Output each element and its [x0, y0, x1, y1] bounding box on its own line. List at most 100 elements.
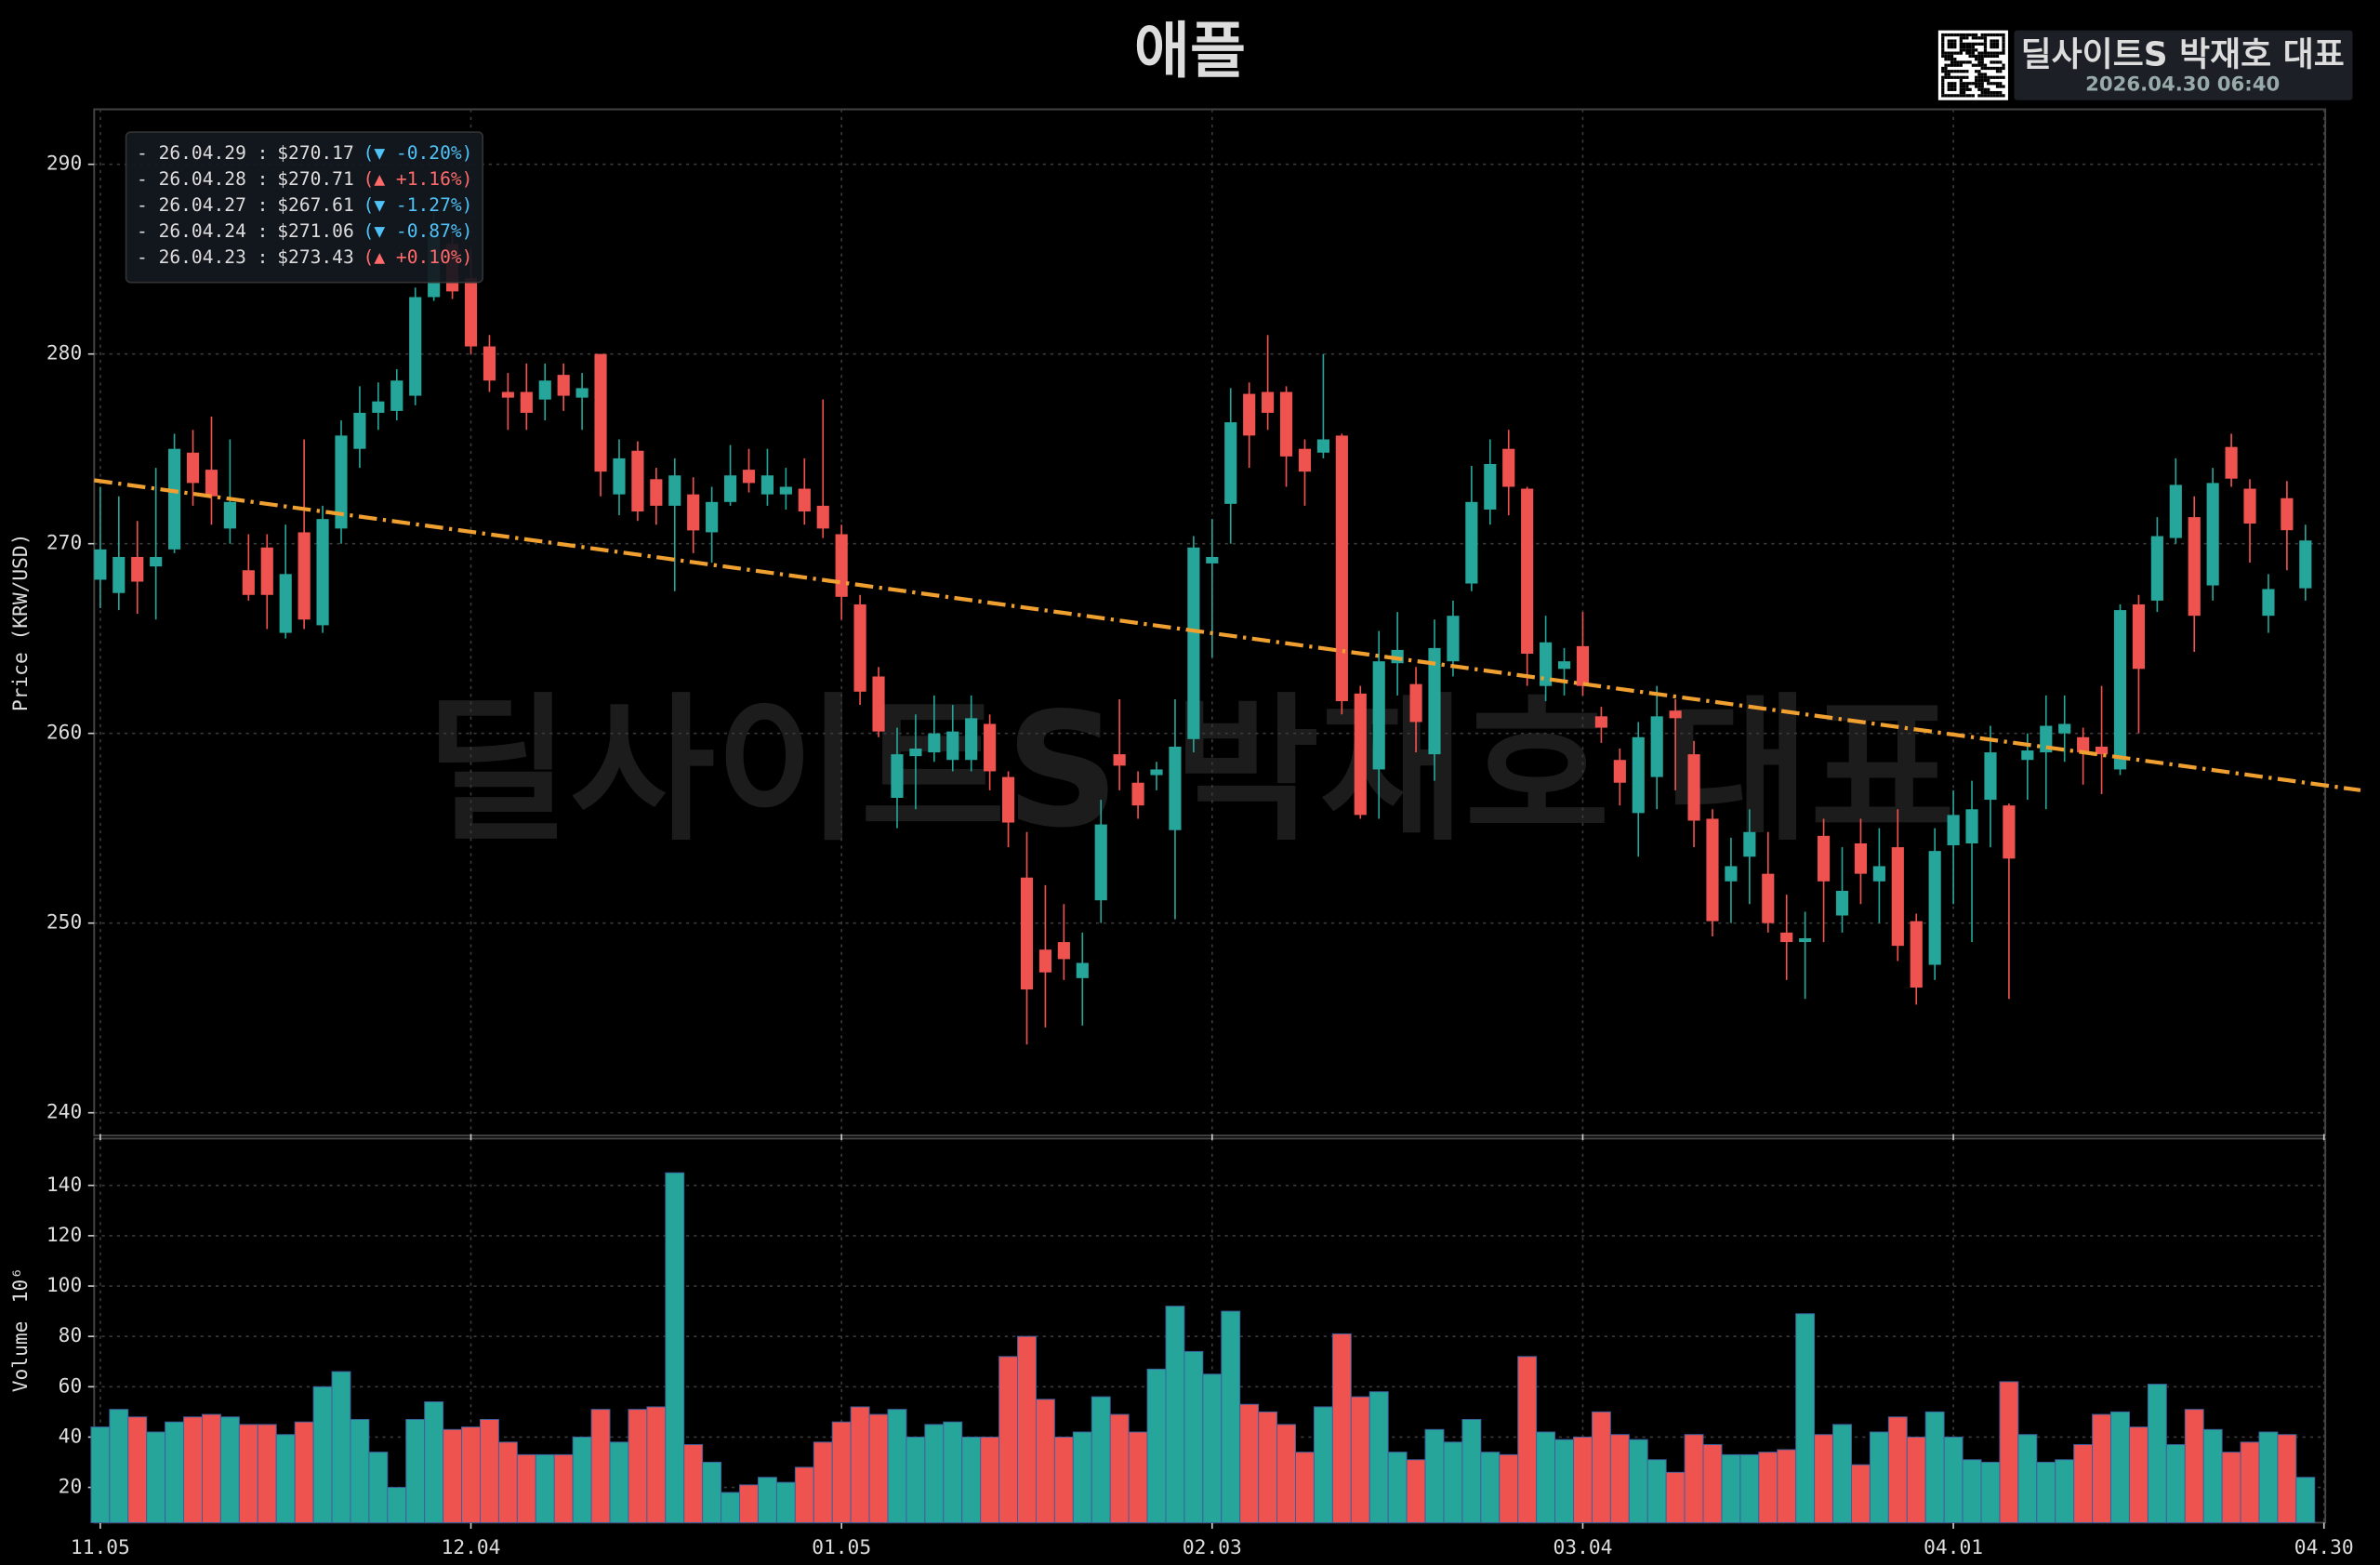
volume-bar [1368, 1391, 1389, 1523]
qr-module [1987, 54, 1990, 59]
qr-module [2002, 33, 2005, 37]
volume-bar [590, 1409, 611, 1523]
qr-module [1941, 90, 1945, 95]
candle-body [1484, 464, 1497, 510]
qr-module [1947, 75, 1950, 79]
qr-module [1975, 70, 1978, 73]
candle-body [409, 297, 422, 396]
legend-change: (▼ -0.87%) [364, 220, 473, 242]
qr-module [1971, 33, 1976, 37]
candle-body [1206, 556, 1219, 564]
chart-title: 애플 [1134, 16, 1246, 86]
legend-close: $271.06 [277, 220, 354, 242]
volume-bar [1258, 1411, 1278, 1523]
qr-module [1953, 87, 1957, 91]
volume-bar [1832, 1424, 1852, 1523]
candle-body [501, 391, 514, 398]
qr-module [1992, 51, 1996, 55]
candle-body [2021, 750, 2034, 761]
qr-module [1990, 66, 1993, 71]
qr-module [2002, 94, 2005, 98]
qr-modules [1941, 33, 2005, 98]
qr-module [1990, 94, 1993, 98]
candle-body [835, 534, 848, 597]
qr-module [1962, 42, 1966, 46]
volume-bar [1165, 1306, 1185, 1523]
candle-body [1613, 760, 1626, 783]
qr-module [1944, 58, 1948, 61]
candle-body [353, 412, 366, 449]
volume-bar [980, 1436, 1000, 1523]
qr-module [1983, 75, 1988, 79]
qr-module [2002, 51, 2005, 55]
qr-module [1950, 94, 1954, 98]
qr-module [1990, 60, 1993, 64]
candle-body [1150, 769, 1163, 776]
qr-module [1983, 90, 1988, 95]
qr-module [1947, 51, 1950, 55]
candle-body [575, 388, 588, 398]
qr-module [1995, 33, 2000, 37]
qr-module [2002, 39, 2005, 43]
qr-module [1992, 82, 1996, 86]
price-panel [93, 108, 2327, 1137]
qr-module [1959, 75, 1963, 79]
volume-bar [868, 1413, 889, 1523]
volume-bar [1980, 1462, 2001, 1523]
volume-bar [387, 1487, 407, 1523]
qr-module [1980, 75, 1984, 79]
volume-bar [757, 1477, 777, 1523]
volume-bar [961, 1436, 982, 1523]
qr-module [1953, 42, 1957, 46]
qr-module [1941, 39, 1945, 43]
candle-body [372, 401, 385, 413]
legend-change: (▲ +0.10%) [364, 246, 473, 268]
candle-body [1928, 851, 1941, 965]
legend-change: (▲ +1.16%) [364, 167, 473, 189]
qr-module [1987, 75, 1990, 79]
legend-entry: - 26.04.24 : $271.06 (▼ -0.87%) [137, 220, 472, 242]
volume-bar [1053, 1436, 1074, 1523]
legend-entry: - 26.04.28 : $270.71 (▲ +1.16%) [137, 167, 472, 189]
qr-module [1971, 48, 1976, 52]
candle-body [2188, 517, 2201, 617]
candle-body [1057, 942, 1070, 960]
volume-bar [1962, 1459, 1982, 1523]
brand-box [2014, 30, 2353, 100]
volume-bar [1554, 1439, 1574, 1523]
candle-body [2225, 446, 2238, 479]
candle-body [2281, 497, 2294, 531]
qr-module [1950, 60, 1954, 64]
qr-module [1995, 51, 2000, 55]
qr-module [2002, 45, 2005, 49]
qr-module [1944, 73, 1948, 76]
volume-bar [405, 1418, 426, 1523]
qr-module [1987, 90, 1990, 95]
qr-module [1941, 54, 1945, 59]
qr-module [1980, 42, 1984, 46]
legend-date: - 26.04.28 : [137, 167, 268, 189]
y-tick-label: 140 [46, 1174, 82, 1197]
candle-body [1780, 932, 1793, 943]
qr-module [1980, 54, 1984, 59]
qr-module [1953, 39, 1957, 43]
volume-bar [461, 1426, 481, 1523]
volume-bar [572, 1436, 592, 1523]
qr-module [1992, 39, 1996, 43]
volume-bar [1869, 1431, 1889, 1523]
qr-module [1944, 66, 1948, 71]
qr-module [1971, 94, 1976, 98]
candle-body [1594, 716, 1607, 728]
qr-module [1980, 94, 1984, 98]
brand: 딜사이트S 박재호 대표 [2021, 35, 2345, 73]
volume-bar [924, 1424, 945, 1523]
candle-body [1262, 391, 1275, 413]
x-tick-label: 01.05 [812, 1536, 871, 1559]
candle-body [891, 754, 904, 799]
qr-module [1977, 63, 1981, 67]
qr-module [1965, 75, 1969, 79]
volume-bar [202, 1413, 221, 1523]
qr-module [1999, 85, 2003, 88]
qr-module [1968, 33, 1972, 37]
qr-module [1975, 54, 1978, 59]
